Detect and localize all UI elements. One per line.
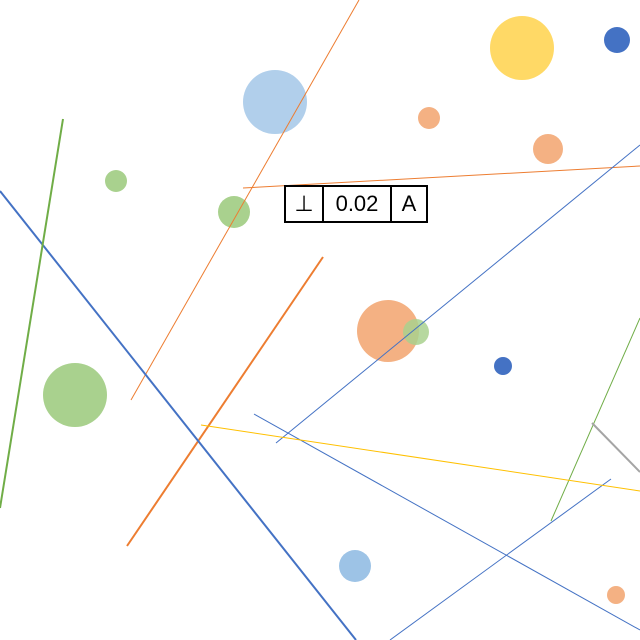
line-blue-thin-diagonal — [253, 413, 640, 631]
line-green-left — [0, 118, 64, 509]
circle-orange-small-1 — [418, 107, 440, 129]
circle-green-large — [43, 363, 107, 427]
circle-green-small-1 — [105, 170, 127, 192]
datum-reference: A — [390, 187, 426, 221]
circle-blue-small-mid — [494, 357, 512, 375]
line-orange-thin-long — [130, 0, 360, 401]
circle-orange-large — [357, 300, 419, 362]
tolerance-value: 0.02 — [322, 187, 390, 221]
line-gray — [591, 422, 640, 473]
line-blue-thin-lower — [389, 478, 612, 640]
line-green-right — [550, 317, 640, 522]
circle-orange-small-bottom — [607, 586, 625, 604]
circle-light-blue-large — [243, 70, 307, 134]
circle-green-small-2 — [218, 196, 250, 228]
circle-light-blue-small — [339, 550, 371, 582]
line-yellow — [200, 424, 640, 492]
feature-control-frame: ⊥ 0.02 A — [284, 185, 428, 223]
circle-blue-small-top — [604, 27, 630, 53]
circle-yellow-large — [490, 16, 554, 80]
line-blue-thin-upper — [275, 144, 640, 444]
circle-green-overlap — [403, 319, 429, 345]
perpendicularity-symbol: ⊥ — [294, 191, 314, 217]
line-orange-thin-horizontal — [242, 165, 640, 189]
circle-orange-small-2 — [533, 134, 563, 164]
line-blue-thick — [0, 190, 357, 640]
line-orange-thick — [126, 256, 324, 547]
